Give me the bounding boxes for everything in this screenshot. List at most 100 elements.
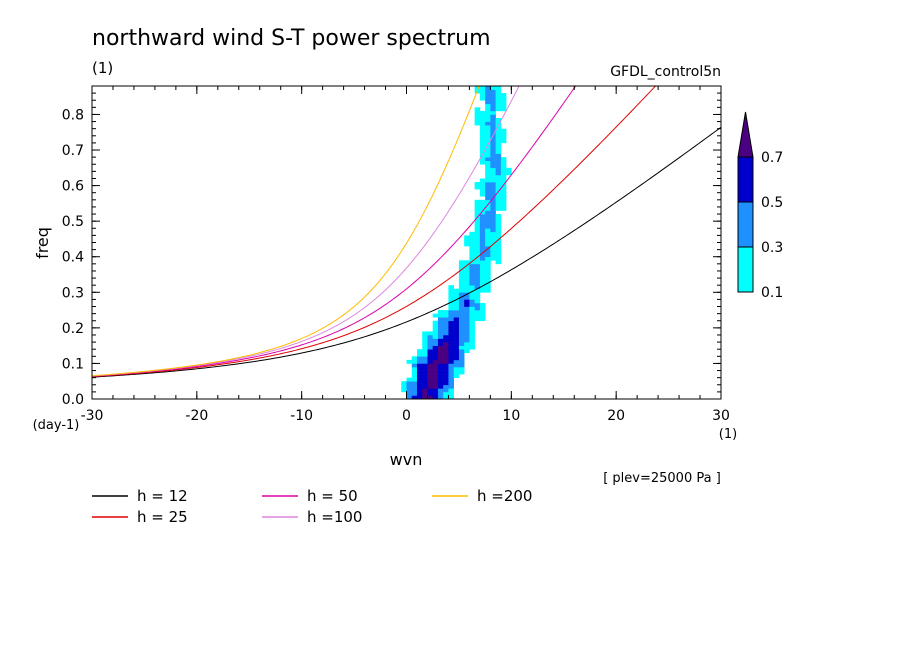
contour-cell <box>469 285 475 290</box>
contour-cell <box>490 235 496 240</box>
contour-cell <box>416 356 423 361</box>
contour-cell <box>495 150 502 154</box>
contour-cell <box>485 164 491 169</box>
contour-cell <box>479 182 486 186</box>
dataset-label: GFDL_control5n <box>610 64 721 80</box>
contour-cell <box>427 359 434 364</box>
contour-cell <box>500 164 507 169</box>
contour-cell <box>437 395 444 399</box>
contour-cell <box>495 246 502 250</box>
contour-cell <box>479 278 486 282</box>
contour-cell <box>406 388 413 393</box>
contour-cell <box>416 349 423 354</box>
contour-cell <box>495 238 502 243</box>
contour-cell <box>495 174 502 179</box>
contour-cell <box>448 359 454 364</box>
contour-cell <box>448 352 454 357</box>
contour-cell <box>453 352 460 357</box>
contour-cell <box>469 299 475 304</box>
contour-cell <box>495 157 502 161</box>
contour-cell <box>485 135 491 140</box>
contour-cell <box>448 313 454 318</box>
contour-cell <box>474 292 481 297</box>
dispersion-curve <box>92 126 721 378</box>
contour-cell <box>485 189 491 194</box>
contour-cell <box>479 231 486 236</box>
contour-cell <box>443 349 449 354</box>
contour-cell <box>495 93 502 97</box>
colorbar-label: 0.7 <box>761 150 783 166</box>
contour-cell <box>495 164 502 169</box>
x-tick-label: 20 <box>607 408 625 424</box>
contour-cell <box>490 146 496 151</box>
contour-cell <box>469 320 475 325</box>
contour-cell <box>416 395 423 399</box>
contour-cell <box>443 338 449 343</box>
contour-cell <box>464 278 470 282</box>
contour-cell <box>427 391 434 396</box>
contour-cell <box>448 317 454 322</box>
contour-cell <box>479 189 486 194</box>
contour-cell <box>416 384 423 389</box>
contour-cell <box>490 118 496 122</box>
contour-cell <box>469 313 475 318</box>
contour-cell <box>490 96 496 101</box>
contour-cell <box>479 214 486 218</box>
contour-cell <box>443 395 449 399</box>
contour-cell <box>495 203 502 208</box>
contour-cell <box>474 107 481 112</box>
contour-cell <box>485 224 491 229</box>
contour-cell <box>458 260 465 265</box>
contour-cell <box>427 377 434 382</box>
contour-cell <box>500 160 507 165</box>
contour-cell <box>490 125 496 129</box>
contour-cell <box>458 356 465 361</box>
contour-cell <box>448 345 454 350</box>
contour-cell <box>485 217 491 222</box>
contour-cell <box>458 281 465 286</box>
contour-cell <box>490 139 496 144</box>
contour-cell <box>443 359 449 364</box>
contour-cell <box>422 345 428 350</box>
contour-cell <box>485 270 491 275</box>
contour-cell <box>490 203 496 208</box>
contour-cell <box>453 338 460 343</box>
contour-cell <box>448 377 454 382</box>
contour-cell <box>469 317 475 322</box>
contour-cell <box>479 128 486 133</box>
contour-cell <box>490 121 496 126</box>
contour-cell <box>485 118 491 122</box>
contour-cell <box>406 359 413 364</box>
contour-cell <box>427 352 434 357</box>
contour-cell <box>495 185 502 190</box>
contour-cell <box>479 274 486 279</box>
contour-cell <box>474 256 481 261</box>
contour-cell <box>490 256 496 261</box>
contour-cell <box>479 242 486 247</box>
colorbar-segment <box>737 156 754 203</box>
contour-cell <box>432 381 439 386</box>
contour-cell <box>411 363 418 368</box>
contour-cell <box>474 110 481 115</box>
x-tick-label: -10 <box>290 408 313 424</box>
y-tick-label: 0.0 <box>62 392 84 408</box>
contour-cell <box>469 281 475 286</box>
contour-cell <box>448 299 454 304</box>
contour-cell <box>495 228 502 233</box>
contour-cell <box>500 174 507 179</box>
contour-cell <box>479 260 486 265</box>
contour-cell <box>437 388 444 393</box>
contour-cell <box>453 320 460 325</box>
contour-cell <box>437 338 444 343</box>
contour-cell <box>453 313 460 318</box>
contour-cell <box>448 338 454 343</box>
contour-cell <box>500 185 507 190</box>
contour-cell <box>469 295 475 300</box>
contour-cell <box>506 167 512 172</box>
contour-cell <box>464 295 470 300</box>
contour-cell <box>485 110 491 115</box>
contour-cell <box>495 146 502 151</box>
contour-cell <box>479 221 486 226</box>
contour-cell <box>500 103 507 108</box>
